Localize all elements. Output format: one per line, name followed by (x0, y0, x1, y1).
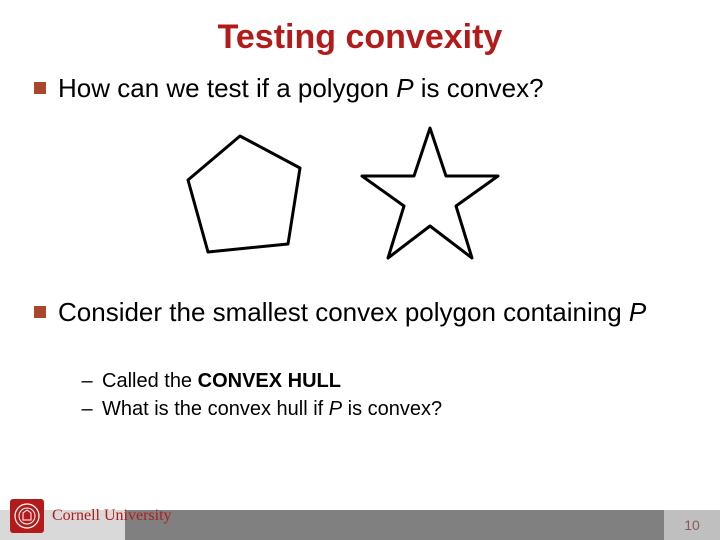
slide-title: Testing convexity (0, 18, 720, 57)
star-shape (362, 128, 498, 258)
shapes-figure (180, 118, 540, 278)
university-logo: Cornell University (10, 494, 172, 538)
sb2-part1: P (329, 398, 342, 420)
sb2-part0: What is the convex hull if (102, 398, 329, 420)
bullet-2-pre: Consider the smallest convex polygon con… (58, 297, 629, 327)
footer-bar-dark (125, 510, 720, 540)
page-number: 10 (664, 510, 720, 540)
seal-icon (10, 499, 44, 533)
footer: 10 Cornell University (0, 492, 720, 540)
sb1-part0: Called the (102, 370, 198, 392)
pentagon-shape (188, 136, 300, 252)
dash-icon: – (80, 368, 94, 394)
subbullet-1: – Called the CONVEX HULL (80, 368, 690, 394)
subbullet-1-text: Called the CONVEX HULL (102, 368, 341, 394)
bullet-1-text: How can we test if a polygon P is convex… (58, 72, 544, 105)
square-bullet-icon (34, 82, 46, 94)
bullet-2-italic: P (629, 297, 646, 327)
bullet-1-pre: How can we test if a polygon (58, 73, 396, 103)
subbullet-2-text: What is the convex hull if P is convex? (102, 396, 442, 422)
subbullet-2: – What is the convex hull if P is convex… (80, 396, 690, 422)
university-name: Cornell University (52, 507, 172, 525)
bullet-1-post: is convex? (414, 73, 544, 103)
square-bullet-icon (34, 306, 46, 318)
bullet-1-italic: P (396, 73, 413, 103)
bullet-2: Consider the smallest convex polygon con… (34, 296, 690, 329)
sb1-part1: CONVEX HULL (198, 370, 341, 392)
bullet-1: How can we test if a polygon P is convex… (34, 72, 690, 105)
dash-icon: – (80, 396, 94, 422)
bullet-2-text: Consider the smallest convex polygon con… (58, 296, 646, 329)
sb2-part2: is convex? (342, 398, 442, 420)
